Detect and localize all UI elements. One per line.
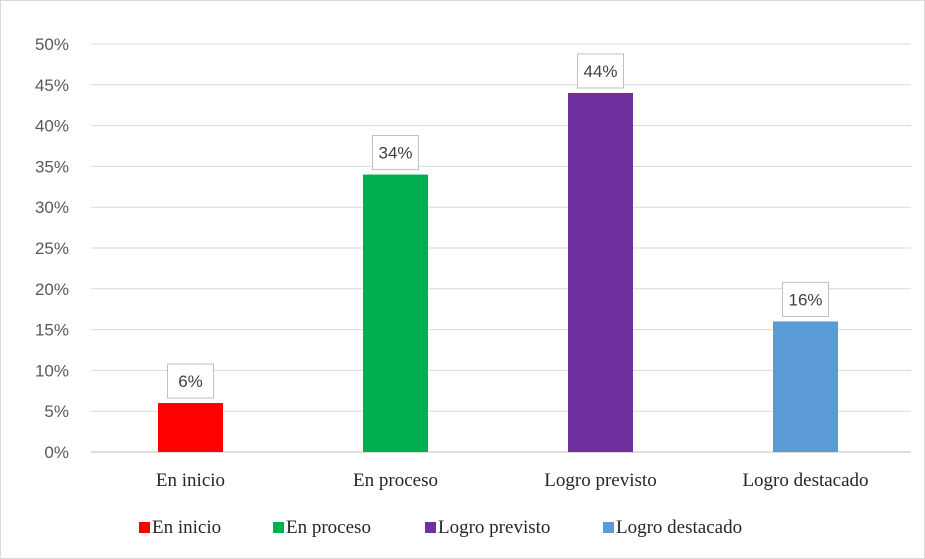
y-tick-label: 35% <box>35 157 69 176</box>
y-tick-label: 30% <box>35 198 69 217</box>
legend-swatch <box>425 522 436 533</box>
x-tick-label: En proceso <box>353 470 438 491</box>
bar <box>568 92 633 453</box>
x-tick-label: Logro previsto <box>544 470 656 491</box>
y-tick-label: 20% <box>35 280 69 299</box>
data-label-box <box>167 363 214 399</box>
y-tick-label: 10% <box>35 361 69 380</box>
legend-swatch <box>273 522 284 533</box>
bar <box>158 403 223 452</box>
legend-entry: Logro previsto <box>438 517 550 538</box>
legend-entry: En inicio <box>152 517 221 538</box>
x-tick-label: En inicio <box>156 470 225 491</box>
legend-swatch <box>139 522 150 533</box>
y-tick-label: 50% <box>35 35 69 54</box>
legend-entry: Logro destacado <box>616 517 742 538</box>
data-label-box <box>577 53 624 89</box>
legend-entry: En proceso <box>286 517 371 538</box>
data-label-box <box>372 135 419 171</box>
y-tick-label: 5% <box>44 402 69 421</box>
x-tick-label: Logro destacado <box>742 470 868 491</box>
bar <box>773 321 838 452</box>
y-tick-label: 0% <box>44 443 69 462</box>
y-tick-label: 25% <box>35 239 69 258</box>
y-tick-label: 45% <box>35 76 69 95</box>
data-label: 16% <box>788 290 822 309</box>
data-label: 44% <box>583 62 617 81</box>
bar <box>363 174 428 452</box>
legend-swatch <box>603 522 614 533</box>
data-label: 6% <box>178 372 203 391</box>
y-tick-label: 15% <box>35 321 69 340</box>
y-tick-label: 40% <box>35 117 69 136</box>
data-label-box <box>782 281 829 317</box>
data-label: 34% <box>378 144 412 163</box>
